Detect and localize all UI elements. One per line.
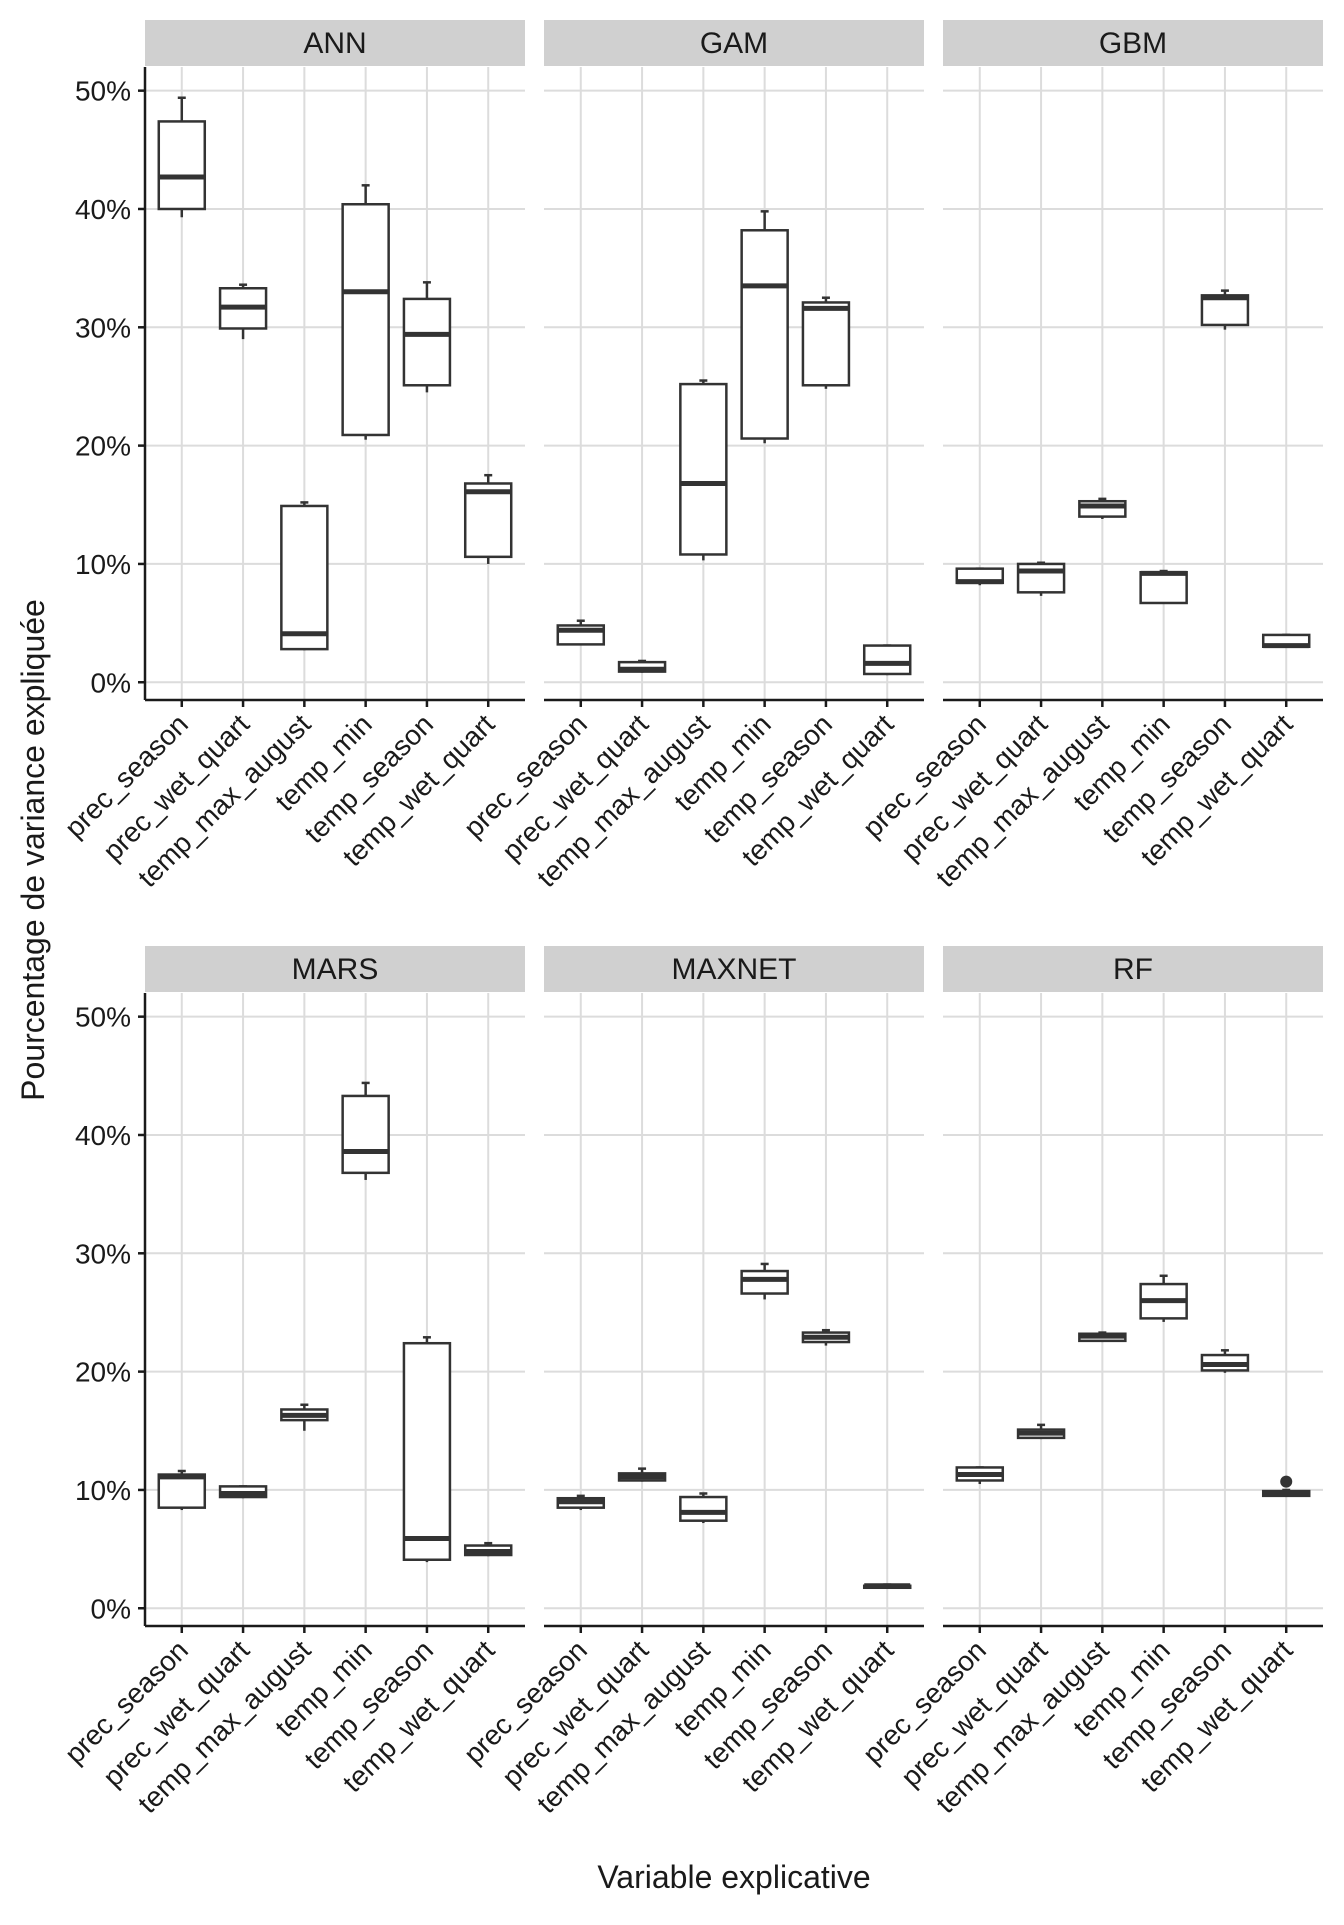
y-tick-label: 50% <box>75 76 131 107</box>
panel-strip-label: MARS <box>292 953 379 986</box>
box-temp_min <box>341 184 390 440</box>
box-temp_wet_quart <box>862 1583 912 1590</box>
panel-strip-label: RF <box>1113 953 1153 986</box>
panel-ann: ANN0%10%20%30%40%50%prec_seasonprec_wet_… <box>59 20 525 893</box>
box-temp_max_august <box>1078 497 1127 519</box>
panel-strip <box>943 946 1323 992</box>
panel-strip <box>943 20 1323 66</box>
iqr-box <box>280 504 329 651</box>
box-temp_season <box>801 296 851 389</box>
iqr-box <box>341 1094 390 1175</box>
box-prec_season <box>955 1466 1005 1485</box>
box-prec_wet_quart <box>617 1467 667 1482</box>
iqr-box <box>679 1495 728 1522</box>
box-temp_min <box>1139 569 1188 605</box>
panel-strip-label: GAM <box>700 27 768 60</box>
box-temp_min <box>1139 1274 1188 1322</box>
box-prec_wet_quart <box>617 659 667 673</box>
box-temp_min <box>740 210 789 444</box>
panel-mars: MARS0%10%20%30%40%50%prec_seasonprec_wet… <box>59 946 525 1819</box>
iqr-box <box>341 202 390 437</box>
box-temp_season <box>1200 289 1250 330</box>
box-temp_max_august <box>280 501 329 651</box>
box-temp_wet_quart <box>463 473 513 564</box>
box-temp_season <box>1200 1349 1250 1373</box>
box-prec_season <box>955 567 1005 586</box>
panel-gbm: GBMprec_seasonprec_wet_quarttemp_max_aug… <box>857 20 1323 893</box>
y-tick-label: 20% <box>75 1357 131 1388</box>
box-temp_season <box>801 1328 851 1346</box>
box-temp_min <box>341 1081 390 1180</box>
outlier-point <box>1280 1475 1293 1488</box>
iqr-box <box>1016 562 1066 594</box>
panel-strip <box>145 946 525 992</box>
box-prec_season <box>556 1494 606 1511</box>
iqr-box <box>679 382 728 556</box>
panel-strip-label: MAXNET <box>671 953 796 986</box>
iqr-box <box>1139 570 1188 605</box>
box-prec_wet_quart <box>1016 1423 1066 1440</box>
panel-rf: RFprec_seasonprec_wet_quarttemp_max_augu… <box>857 946 1323 1819</box>
box-prec_season <box>157 1469 207 1511</box>
iqr-box <box>862 644 912 676</box>
box-temp_wet_quart <box>1261 1475 1311 1498</box>
box-temp_max_august <box>1078 1331 1127 1343</box>
y-tick-label: 30% <box>75 1238 131 1269</box>
box-temp_max_august <box>280 1403 329 1431</box>
box-temp_season <box>402 1336 452 1563</box>
iqr-box <box>801 301 851 387</box>
iqr-box <box>402 297 452 387</box>
y-tick-label: 40% <box>75 194 131 225</box>
x-axis-title: Variable explicative <box>597 1859 870 1895</box>
y-tick-label: 0% <box>91 667 131 698</box>
y-tick-label: 30% <box>75 312 131 343</box>
panel-gam: GAMprec_seasonprec_wet_quarttemp_max_aug… <box>458 20 924 893</box>
facet-panels: ANN0%10%20%30%40%50%prec_seasonprec_wet_… <box>59 20 1323 1819</box>
iqr-box <box>463 482 513 559</box>
panel-maxnet: MAXNETprec_seasonprec_wet_quarttemp_max_… <box>458 946 924 1819</box>
y-tick-label: 10% <box>75 549 131 580</box>
panel-strip-label: GBM <box>1099 27 1167 60</box>
iqr-box <box>402 1341 452 1561</box>
box-temp_wet_quart <box>862 644 912 676</box>
y-tick-label: 0% <box>91 1593 131 1624</box>
panel-strip <box>544 20 924 66</box>
panel-strip <box>544 946 924 992</box>
box-temp_season <box>402 281 452 393</box>
iqr-box <box>740 229 789 440</box>
iqr-box <box>1200 294 1250 327</box>
panel-strip-label: ANN <box>303 27 366 60</box>
box-prec_wet_quart <box>218 1485 268 1499</box>
box-temp_max_august <box>679 379 728 561</box>
box-temp_min <box>740 1262 789 1300</box>
box-prec_wet_quart <box>1016 561 1066 596</box>
y-tick-label: 50% <box>75 1002 131 1033</box>
y-tick-label: 20% <box>75 431 131 462</box>
iqr-box <box>157 120 207 211</box>
box-temp_max_august <box>679 1492 728 1524</box>
iqr-box <box>157 1473 207 1509</box>
y-axis-title: Pourcentage de variance expliquée <box>15 599 51 1101</box>
y-tick-label: 10% <box>75 1475 131 1506</box>
y-tick-label: 40% <box>75 1120 131 1151</box>
box-temp_wet_quart <box>463 1541 513 1557</box>
iqr-box <box>740 1269 789 1295</box>
box-prec_season <box>157 96 207 218</box>
box-prec_wet_quart <box>218 283 268 340</box>
box-prec_season <box>556 619 606 646</box>
panel-strip <box>145 20 525 66</box>
box-temp_wet_quart <box>1261 633 1311 649</box>
